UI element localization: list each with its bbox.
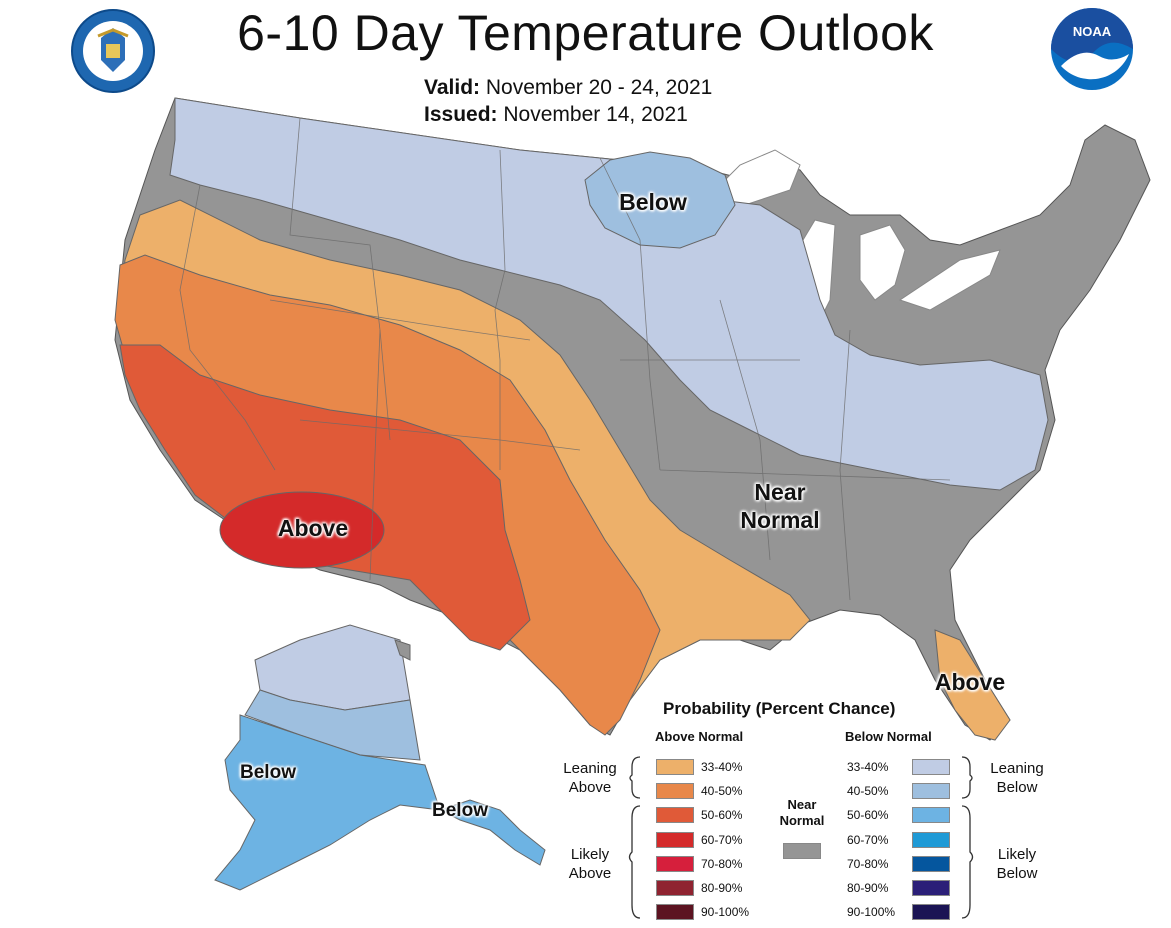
label-below-alaska-west: Below [240, 762, 296, 783]
legend-above-swatch [656, 880, 694, 896]
legend-above-range-label: 90-100% [701, 905, 750, 919]
legend-likely-below: Likely Below [996, 846, 1038, 882]
legend-above-swatch [656, 783, 694, 799]
legend-below-range-label: 80-90% [847, 881, 889, 895]
legend-above-range-label: 60-70% [701, 833, 743, 847]
legend-below-swatch [912, 856, 950, 872]
state-borders [179, 117, 951, 601]
legend-above-header: Above Normal [655, 729, 744, 744]
legend-above-swatch [656, 759, 694, 775]
valid-dates: November 20 - 24, 2021 [485, 76, 713, 99]
legend-leaning-above: Leaning Above [563, 760, 617, 796]
legend-below-range-label: 40-50% [847, 784, 889, 798]
legend-above-range-label: 50-60% [701, 808, 743, 822]
above-region-florida [934, 629, 1011, 741]
label-near-word: Near [754, 479, 806, 505]
noaa-logo-text: NOAA [1073, 24, 1112, 39]
label-below-north: Below [619, 189, 687, 215]
legend-below-range-label: 90-100% [847, 905, 896, 919]
legend-above-range-label: 70-80% [701, 857, 743, 871]
above-region-60-70 [219, 491, 385, 569]
legend-below-swatch [912, 832, 950, 848]
issued-date: November 14, 2021 [503, 103, 688, 126]
legend-near-normal-swatch [783, 843, 821, 859]
legend-above-swatch [656, 832, 694, 848]
label-below-alaska-panhandle: Below [432, 800, 488, 821]
legend-below-range-label: 50-60% [847, 808, 889, 822]
below-region-north [584, 151, 736, 249]
valid-label: Valid: [424, 76, 481, 99]
legend-above-range-label: 80-90% [701, 881, 743, 895]
alaska-gray [394, 639, 411, 661]
label-above-florida: Above [934, 669, 1006, 695]
legend-below-range-label: 70-80% [847, 857, 889, 871]
label-normal-word: Normal [740, 507, 820, 533]
label-above-southwest: Above [277, 515, 349, 541]
legend-above-swatch [656, 856, 694, 872]
alaska-panhandle [438, 799, 546, 866]
legend-below-swatch [912, 759, 950, 775]
issued-label: Issued: [424, 103, 498, 126]
page-title: 6-10 Day Temperature Outlook [237, 5, 934, 61]
alaska-below-50-60 [214, 714, 441, 891]
label-near-normal: Near Normal [730, 478, 830, 534]
legend-above-swatch [656, 904, 694, 920]
legend-below-swatch [912, 807, 950, 823]
noaa-logo-icon: NOAA [1051, 8, 1133, 90]
commerce-seal-icon [71, 9, 155, 93]
legend-title: Probability (Percent Chance) [663, 699, 896, 718]
legend-above-swatch [656, 807, 694, 823]
legend-below-swatch [912, 783, 950, 799]
legend-below-swatch [912, 904, 950, 920]
legend-above-range-label: 33-40% [701, 760, 743, 774]
legend-above-range-label: 40-50% [701, 784, 743, 798]
leaning-below-region [169, 97, 1049, 491]
legend-below-range-label: 33-40% [847, 760, 889, 774]
legend-leaning-below: Leaning Below [990, 760, 1044, 796]
date-block: Valid: November 20 - 24, 2021 Issued: No… [424, 74, 712, 128]
legend-below-swatch [912, 880, 950, 896]
great-lakes [704, 149, 1001, 331]
legend-near-normal-label: Near Normal [779, 797, 825, 828]
legend-below-range-label: 60-70% [847, 833, 889, 847]
legend-likely-above: Likely Above [568, 846, 612, 882]
alaska-below-40-50 [244, 689, 421, 761]
legend-below-header: Below Normal [845, 729, 932, 744]
